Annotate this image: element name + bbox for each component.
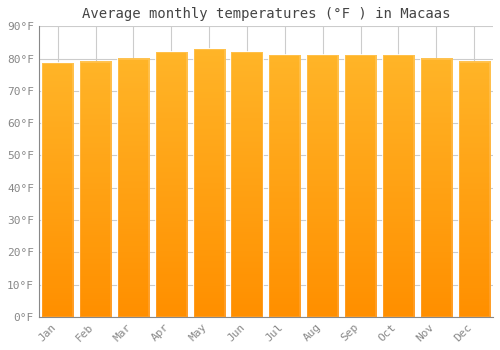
Bar <box>270 55 300 317</box>
Bar <box>80 62 111 317</box>
Bar <box>458 62 490 317</box>
Title: Average monthly temperatures (°F ) in Macaas: Average monthly temperatures (°F ) in Ma… <box>82 7 450 21</box>
Bar <box>421 58 452 317</box>
Bar <box>194 49 224 317</box>
Bar <box>345 55 376 317</box>
Bar <box>232 52 262 317</box>
Bar <box>383 55 414 317</box>
Bar <box>118 58 149 317</box>
Bar <box>156 52 187 317</box>
Bar <box>42 63 74 317</box>
Bar <box>307 55 338 317</box>
